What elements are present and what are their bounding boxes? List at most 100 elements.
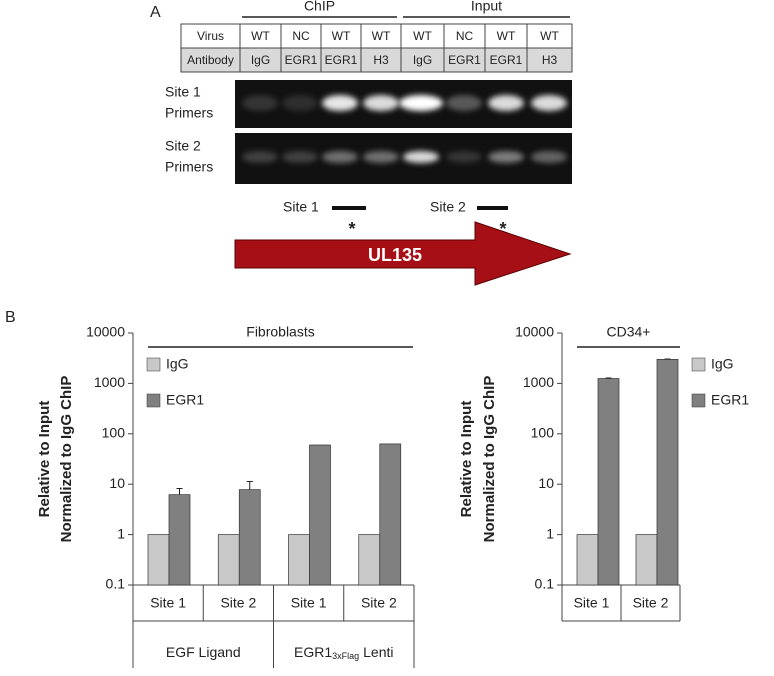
x-tick-label: Site 2 — [220, 595, 256, 611]
y-tick-label: 10000 — [515, 324, 554, 340]
table-cell — [239, 47, 282, 73]
bar — [358, 534, 381, 586]
table-text: WT — [332, 29, 351, 43]
table-text: EGR1 — [325, 53, 358, 67]
y-tick-label: 10000 — [86, 324, 125, 340]
x-tick-label: Site 1 — [574, 595, 610, 611]
bar — [656, 359, 679, 586]
legend-swatch — [691, 393, 706, 408]
table-text: WT — [372, 29, 391, 43]
x-tick-label: Site 2 — [633, 595, 669, 611]
bar — [309, 444, 331, 586]
site-label: Site 1 — [283, 199, 319, 215]
table-text: WT — [251, 29, 270, 43]
gel-band — [488, 95, 524, 111]
gel-band — [399, 95, 443, 111]
y-tick-label: 100 — [531, 425, 555, 441]
table-text: WT — [540, 29, 559, 43]
bar — [147, 534, 170, 586]
error-bar — [605, 377, 612, 379]
y-axis-label: Relative to Input — [36, 401, 53, 518]
y-tick-label: 1000 — [523, 374, 554, 390]
bar — [597, 378, 620, 586]
gel-band — [403, 151, 439, 163]
y-tick-label: 1000 — [94, 374, 125, 390]
table-text: H3 — [373, 53, 389, 67]
table-text: Antibody — [187, 53, 234, 67]
table-text: WT — [497, 29, 516, 43]
gel-band — [322, 151, 358, 163]
y-tick-label: 100 — [102, 425, 126, 441]
table-cell — [239, 23, 282, 49]
table-text: Virus — [197, 29, 224, 43]
table-cell — [400, 23, 445, 49]
gene-arrow — [234, 221, 572, 286]
header-label: Input — [471, 0, 502, 14]
y-tick-label: 1 — [546, 525, 554, 541]
gel-image — [235, 80, 572, 184]
gel-band — [488, 151, 524, 163]
y-axis-label: Normalized to IgG ChIP — [481, 376, 498, 543]
gel-row-label: Site 1 — [165, 84, 201, 100]
error-bar — [176, 488, 183, 495]
group-label-part: EGR1 — [294, 644, 332, 660]
gene-label: UL135 — [368, 245, 422, 265]
table-cell — [400, 47, 445, 73]
y-tick-label: 1 — [117, 525, 125, 541]
group-label: EGF Ligand — [166, 644, 241, 660]
table-cell — [360, 23, 402, 49]
bar — [635, 534, 658, 586]
legend-label: IgG — [166, 356, 189, 372]
y-tick-label: 10 — [538, 475, 554, 491]
table-text: WT — [413, 29, 432, 43]
site-label: Site 2 — [430, 199, 466, 215]
bar — [217, 534, 240, 586]
gel-band — [242, 95, 278, 111]
table-text: H3 — [542, 53, 558, 67]
legend-swatch — [146, 393, 161, 408]
bar — [288, 534, 310, 586]
gel-band — [531, 95, 567, 111]
x-tick-label: Site 1 — [291, 595, 327, 611]
gel-band — [446, 95, 482, 111]
table-cell — [443, 47, 486, 73]
legend-swatch — [146, 357, 161, 372]
table-cell — [320, 23, 362, 49]
legend-swatch — [691, 357, 706, 372]
gel-band — [322, 95, 358, 111]
gel-band — [282, 151, 318, 163]
gel-band — [282, 95, 318, 111]
chart-title: Fibroblasts — [246, 324, 314, 340]
y-tick-label: 0.1 — [106, 576, 126, 592]
gel-band — [363, 151, 399, 163]
table-cell — [360, 47, 402, 73]
gel-row-label: Primers — [165, 105, 213, 121]
gel-band — [363, 95, 399, 111]
table-cell — [526, 47, 573, 73]
y-axis-label: Relative to Input — [458, 401, 475, 518]
y-tick-label: 10 — [109, 475, 125, 491]
bar — [238, 489, 261, 586]
table-text: EGR1 — [490, 53, 523, 67]
gel-band — [531, 151, 567, 163]
table-cell — [484, 47, 528, 73]
gel-band — [446, 151, 482, 163]
y-tick-label: 0.1 — [535, 576, 555, 592]
group-label-part: Lenti — [363, 644, 393, 660]
error-bar — [246, 481, 253, 490]
table-text: EGR1 — [285, 53, 318, 67]
table-text: EGR1 — [448, 53, 481, 67]
table-text: IgG — [413, 53, 432, 67]
table-cell — [443, 23, 486, 49]
table-text: NC — [292, 29, 310, 43]
group-label: EGR13xFlag Lenti — [294, 644, 394, 662]
gel-row-label: Site 2 — [165, 138, 201, 154]
bar — [168, 494, 191, 586]
legend-label: EGR1 — [166, 392, 204, 408]
table-text: NC — [456, 29, 474, 43]
group-label-part: 3xFlag — [332, 651, 359, 661]
group-label-part: EGF Ligand — [166, 644, 241, 660]
y-axis-label: Normalized to IgG ChIP — [58, 376, 75, 543]
gel-band — [242, 151, 278, 163]
